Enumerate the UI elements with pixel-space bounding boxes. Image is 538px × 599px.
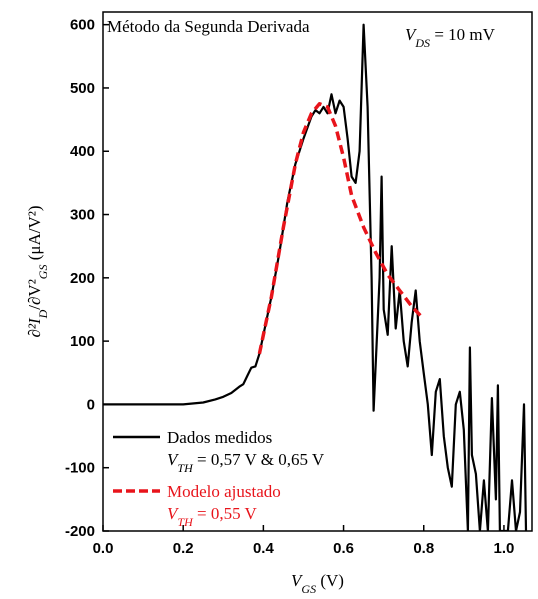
y-tick-label: 600 xyxy=(70,17,95,34)
y-tick-label: 300 xyxy=(70,207,95,224)
text-part: = 0,57 V & 0,65 V xyxy=(193,450,325,469)
text-part: TH xyxy=(177,461,194,475)
text-part: DS xyxy=(414,36,430,50)
text-part: /∂V² xyxy=(25,279,44,310)
text-part: GS xyxy=(301,582,316,596)
y-tick-label: 0 xyxy=(87,396,95,413)
legend-label: Modelo ajustado xyxy=(167,482,281,501)
text-part: ∂²I xyxy=(25,317,44,337)
text-part: D xyxy=(36,309,50,319)
x-tick-label: 1.0 xyxy=(494,540,515,557)
y-axis-label: ∂²ID/∂V²GS (μA/V²) xyxy=(25,205,50,337)
text-part: V xyxy=(291,571,304,590)
x-tick-label: 0.4 xyxy=(253,540,275,557)
text-part: V xyxy=(167,504,180,523)
y-tick-label: 500 xyxy=(70,80,95,97)
text-part: V xyxy=(167,450,180,469)
text-part: (V) xyxy=(316,571,344,590)
text-part: (μA/V²) xyxy=(25,205,44,264)
text-part: = 10 mV xyxy=(430,25,496,44)
y-tick-label: 100 xyxy=(70,333,95,350)
data-line xyxy=(257,102,425,355)
plot-frame xyxy=(102,11,533,532)
chart-title: Método da Segunda Derivada xyxy=(107,17,310,36)
legend-label: Dados medidos xyxy=(167,428,272,447)
legend-note: VTH = 0,57 V & 0,65 V xyxy=(167,450,325,475)
data-line xyxy=(103,23,528,531)
y-tick-label: -200 xyxy=(65,523,95,540)
x-tick-label: 0.2 xyxy=(173,540,194,557)
x-axis-label: VGS (V) xyxy=(291,571,344,596)
x-tick-label: 0.8 xyxy=(413,540,434,557)
legend-note: VTH = 0,55 V xyxy=(167,504,258,529)
text-part: = 0,55 V xyxy=(193,504,258,523)
y-tick-label: 400 xyxy=(70,143,95,160)
text-part: V xyxy=(405,25,418,44)
annotation: VDS = 10 mV xyxy=(405,25,496,50)
x-tick-label: 0.0 xyxy=(93,540,114,557)
y-tick-label: 200 xyxy=(70,270,95,287)
x-tick-label: 0.6 xyxy=(333,540,354,557)
plot-area xyxy=(103,23,528,531)
text-part: TH xyxy=(177,515,194,529)
y-tick-label: -100 xyxy=(65,460,95,477)
text-part: GS xyxy=(36,265,50,280)
